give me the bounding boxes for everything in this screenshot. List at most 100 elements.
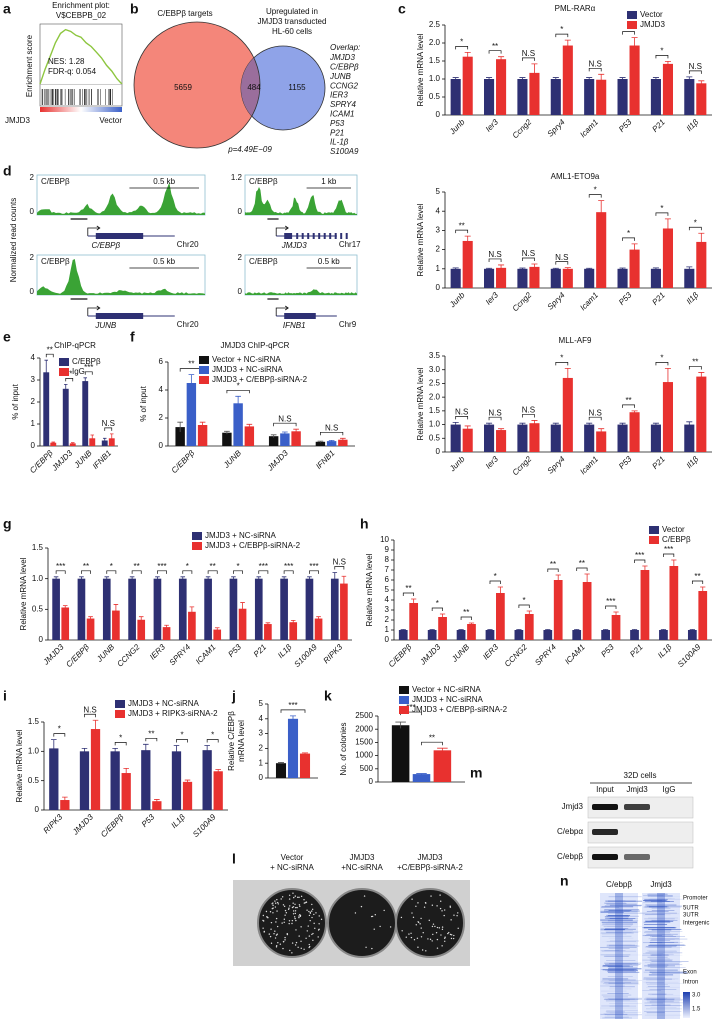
error-bar <box>664 367 671 396</box>
error-bar <box>452 77 459 81</box>
colony <box>275 902 277 904</box>
bar <box>409 603 419 640</box>
bar <box>496 430 507 452</box>
significance-label: * <box>660 204 663 213</box>
colony <box>456 915 458 917</box>
error-bar <box>664 60 671 67</box>
error-bar <box>290 619 296 625</box>
colony <box>444 940 446 942</box>
heatmap-row <box>646 983 668 985</box>
heatmap-row <box>643 902 662 903</box>
colony <box>308 945 311 948</box>
coverage <box>245 289 357 295</box>
y-tick-label: 9 <box>385 545 390 554</box>
heatmap-row <box>644 1002 664 1004</box>
colony <box>288 920 291 922</box>
heatmap-row <box>606 931 639 933</box>
bar <box>496 59 507 115</box>
heatmap-row <box>651 973 689 974</box>
heatmap-row <box>646 933 678 935</box>
heatmap-row <box>604 1016 629 1018</box>
colony <box>275 917 278 920</box>
significance-bracket <box>522 414 535 418</box>
colony <box>274 930 276 932</box>
panel-label: k <box>324 688 332 704</box>
bar <box>186 383 197 446</box>
y-tick-label: 2.0 <box>429 392 441 401</box>
colony <box>276 925 279 928</box>
y-tick-label: 1.5 <box>429 406 441 415</box>
bar <box>49 748 59 810</box>
legend-swatch <box>59 368 69 376</box>
significance-bracket <box>588 67 602 72</box>
bar <box>268 436 279 446</box>
gene-exon <box>296 233 299 239</box>
colony <box>417 902 419 904</box>
heatmap-row <box>646 999 666 1000</box>
heatmap-row <box>608 967 638 969</box>
heatmap-row <box>645 996 680 998</box>
heatmap-row <box>602 969 637 971</box>
y-axis-label: Relative mRNA level <box>19 557 28 630</box>
y-tick-label: 10 <box>380 535 389 544</box>
heatmap-column: Jmjd3 <box>650 880 672 889</box>
scale-label: 0.5 kb <box>318 257 340 266</box>
significance-bracket <box>588 194 602 198</box>
heatmap-row <box>603 965 630 967</box>
bar <box>90 729 101 810</box>
significance-bracket <box>455 229 469 234</box>
legend-swatch <box>115 700 125 708</box>
panel-label: c <box>398 1 406 17</box>
colony <box>425 902 427 904</box>
tss-arrow <box>275 305 289 316</box>
error-bar <box>240 602 245 615</box>
colony <box>271 907 274 910</box>
colony <box>412 916 415 919</box>
bar <box>662 382 673 452</box>
significance-bracket <box>455 46 469 50</box>
coverage <box>37 259 205 295</box>
colony <box>263 931 265 933</box>
bar <box>141 750 151 810</box>
overlap-gene: P53 <box>330 119 345 128</box>
bar <box>617 424 628 452</box>
bar <box>611 615 621 640</box>
colony <box>450 934 453 936</box>
y-tick-label: 2.0 <box>429 38 441 47</box>
error-bar <box>498 56 505 62</box>
colony <box>457 912 459 914</box>
x-tick-label: JUNB <box>94 642 116 664</box>
error-bar <box>51 441 56 444</box>
legend-label: IgG <box>72 367 85 376</box>
bar <box>391 725 410 782</box>
significance-label: N.S <box>555 253 568 262</box>
error-bar <box>129 576 135 581</box>
heatmap-row <box>601 979 627 981</box>
gene-exon <box>345 233 348 239</box>
colony <box>315 912 317 914</box>
colony <box>313 913 315 916</box>
p-value: p=4.49E−09 <box>227 145 272 154</box>
colony <box>304 902 306 904</box>
colony <box>285 912 288 914</box>
colony <box>295 941 298 944</box>
dish-label: JMJD3 <box>350 853 375 862</box>
colony <box>274 900 276 902</box>
significance-bracket <box>547 568 559 572</box>
error-bar <box>613 611 619 618</box>
heatmap-row <box>608 937 634 939</box>
significance-label: N.S <box>522 406 535 415</box>
panel-label: b <box>130 1 139 17</box>
error-bar <box>631 243 638 256</box>
bar <box>696 83 707 115</box>
colony <box>405 936 407 938</box>
x-tick-label: Junb <box>447 117 467 137</box>
colony <box>287 908 290 911</box>
x-tick-label: P53 <box>599 642 616 659</box>
chart-title: ChIP-qPCR <box>54 341 96 350</box>
track-label: C/EBPβ <box>249 177 278 186</box>
heatmap-row <box>647 986 670 987</box>
bar <box>86 618 95 640</box>
heatmap-row <box>649 958 670 959</box>
